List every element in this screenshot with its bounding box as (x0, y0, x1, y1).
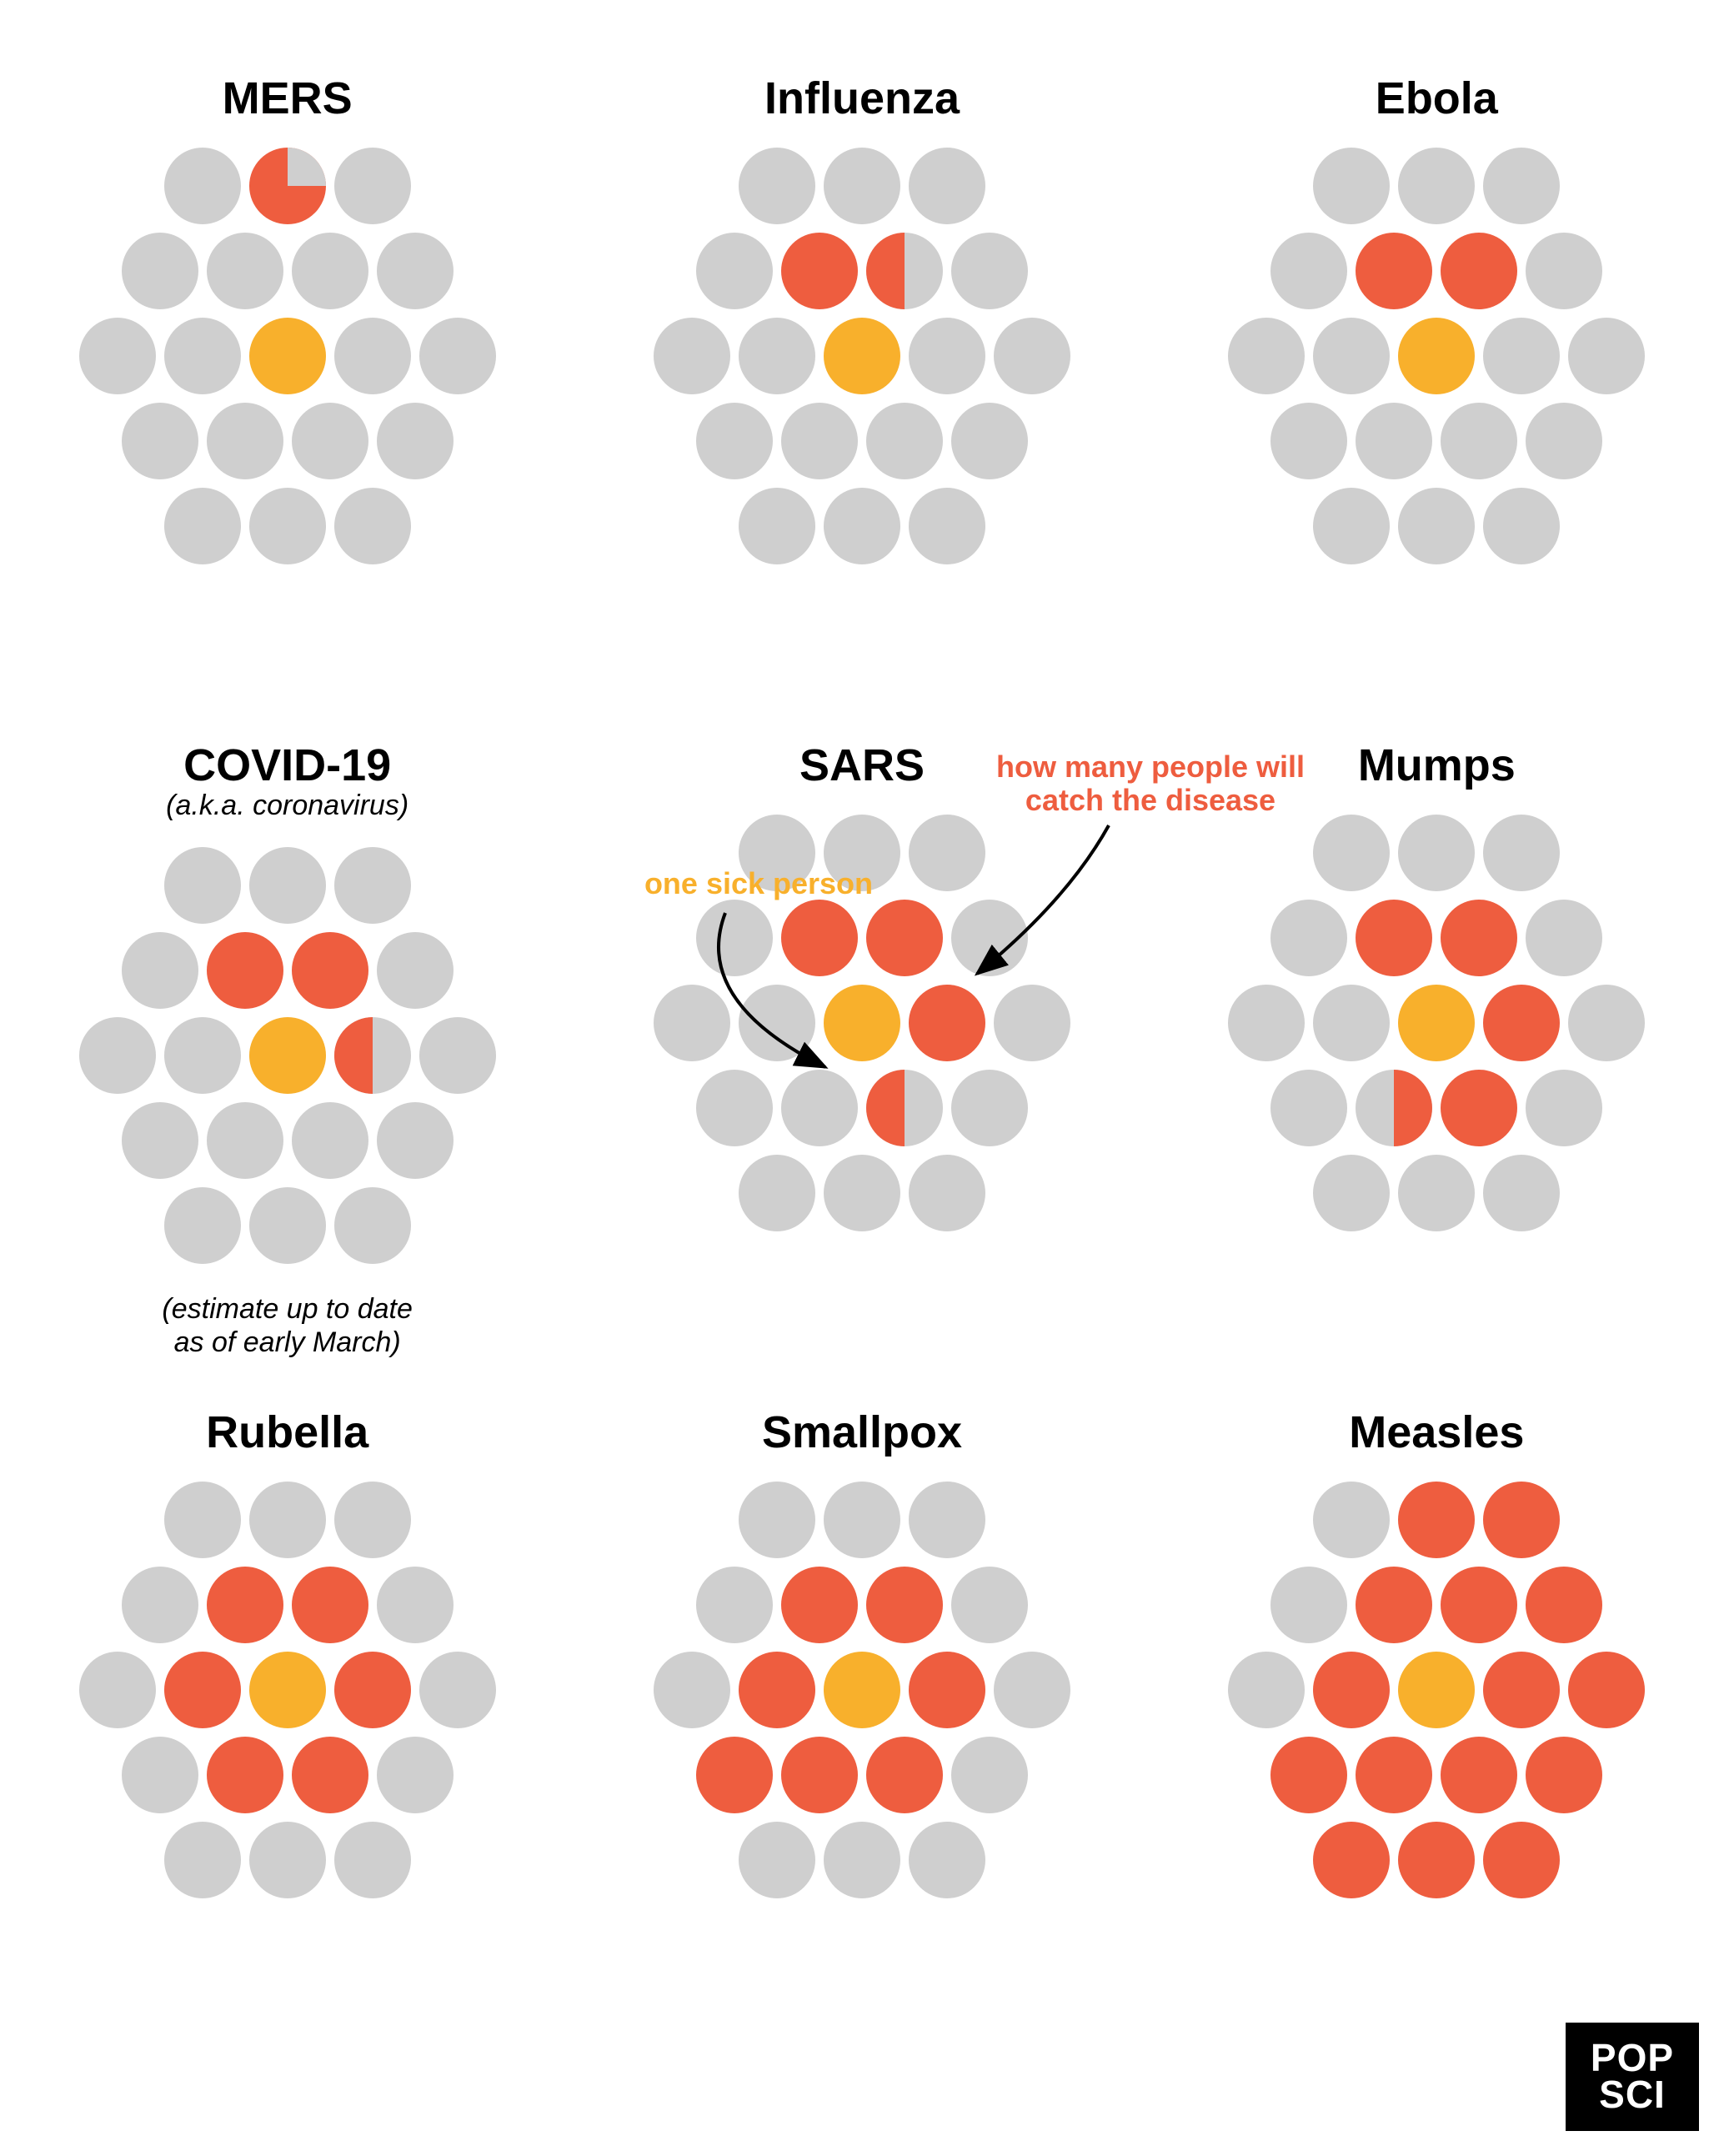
disease-title: SARS (799, 742, 925, 790)
logo-line2: SCI (1599, 2077, 1666, 2113)
center-dot (1398, 318, 1475, 394)
disease-title: Influenza (764, 75, 960, 123)
dot-cluster (1215, 1473, 1657, 1915)
disease-cell: MERS (0, 75, 574, 742)
disease-grid: MERS Influenza Ebola COVID-19(a.k.a. corona… (0, 75, 1724, 2076)
dot-cluster (67, 839, 509, 1281)
disease-subtitle: (a.k.a. coronavirus) (166, 790, 408, 822)
disease-title: Mumps (1358, 742, 1516, 790)
disease-footnote: (estimate up to dateas of early March) (162, 1292, 413, 1361)
dot-cluster (67, 139, 509, 581)
center-dot (1398, 1652, 1475, 1728)
disease-title: Smallpox (762, 1409, 962, 1457)
disease-title: Measles (1349, 1409, 1524, 1457)
dot-cluster (641, 806, 1083, 1248)
disease-title: MERS (223, 75, 353, 123)
disease-cell: Smallpox (574, 1409, 1149, 2076)
disease-title: Ebola (1376, 75, 1498, 123)
center-dot (824, 318, 900, 394)
disease-cell: Influenza (574, 75, 1149, 742)
logo-line1: POP (1591, 2040, 1674, 2077)
dot-cluster (1215, 806, 1657, 1248)
disease-cell: Ebola (1150, 75, 1724, 742)
disease-cell: COVID-19(a.k.a. coronavirus) (estimate up… (0, 742, 574, 1409)
disease-cell: Measles (1150, 1409, 1724, 2076)
dot-cluster (67, 1473, 509, 1915)
center-dot (249, 1017, 326, 1094)
dot-cluster (641, 139, 1083, 581)
dot-cluster (641, 1473, 1083, 1915)
infographic-canvas: MERS Influenza Ebola COVID-19(a.k.a. corona… (0, 0, 1724, 2156)
center-dot (824, 1652, 900, 1728)
disease-title: COVID-19 (183, 742, 391, 790)
popsci-logo: POP SCI (1566, 2023, 1699, 2131)
disease-cell: Mumps (1150, 742, 1724, 1409)
center-dot (824, 985, 900, 1061)
disease-cell: Rubella (0, 1409, 574, 2076)
center-dot (249, 1652, 326, 1728)
center-dot (1398, 985, 1475, 1061)
disease-cell: SARS (574, 742, 1149, 1409)
dot-cluster (1215, 139, 1657, 581)
center-dot (249, 318, 326, 394)
disease-title: Rubella (206, 1409, 368, 1457)
